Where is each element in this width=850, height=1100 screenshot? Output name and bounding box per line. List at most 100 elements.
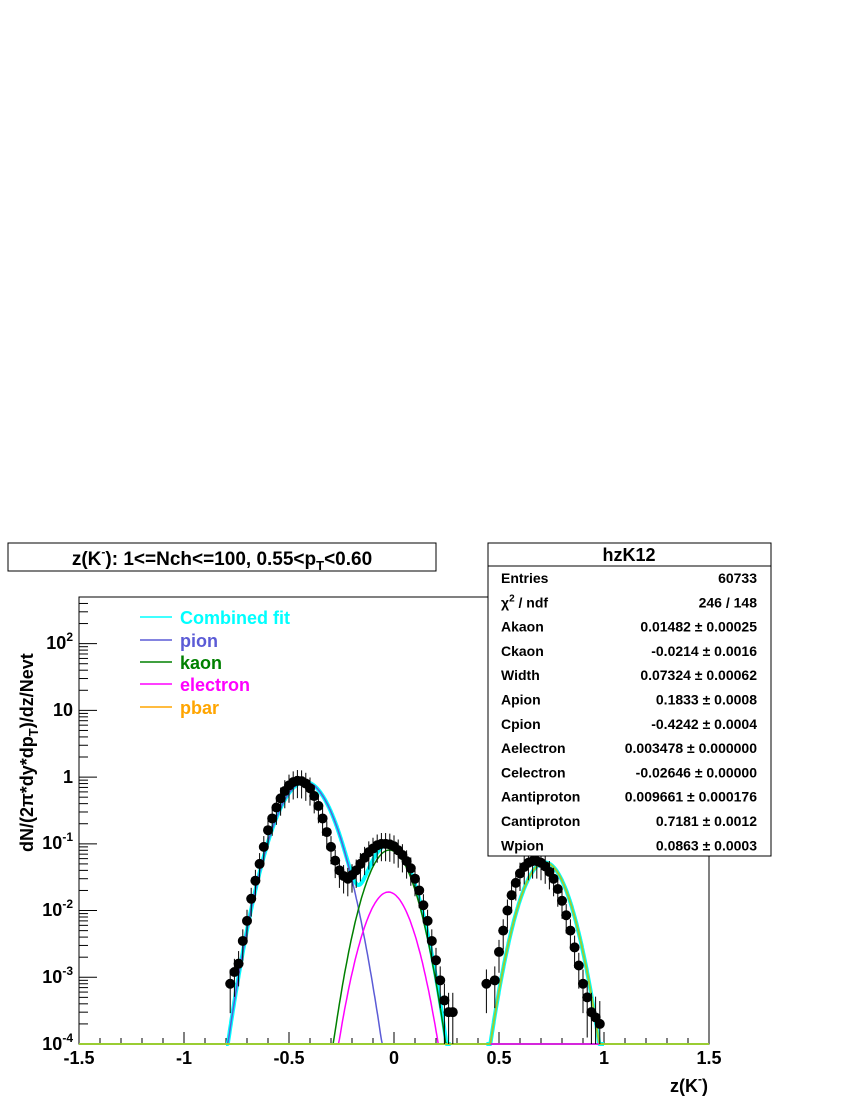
data-point	[305, 783, 315, 794]
stats-value: -0.0214 ± 0.0016	[651, 643, 757, 659]
data-point	[502, 905, 513, 916]
data-point	[418, 900, 429, 911]
stats-key: Celectron	[501, 764, 566, 780]
data-point	[565, 925, 576, 936]
stats-value: 60733	[718, 570, 757, 586]
data-point	[561, 910, 572, 921]
combined-fit-curve	[224, 779, 453, 1046]
stats-key: Apion	[501, 692, 541, 708]
data-point	[481, 978, 492, 989]
data-point	[439, 995, 450, 1006]
legend-entry-combined-fit: Combined fit	[140, 608, 290, 628]
data-point	[414, 885, 425, 896]
pbar-curve	[79, 861, 709, 1045]
stats-key: Ckaon	[501, 643, 544, 659]
legend-label: kaon	[180, 653, 222, 673]
data-point	[548, 873, 559, 884]
data-points	[225, 770, 605, 1044]
data-point	[317, 813, 328, 824]
data-point	[250, 875, 261, 886]
data-point	[569, 942, 580, 953]
stats-value: 0.1833 ± 0.0008	[656, 692, 757, 708]
stats-key: Entries	[501, 570, 549, 586]
data-point	[267, 813, 278, 824]
data-point	[330, 855, 341, 866]
data-point	[573, 960, 584, 971]
data-point	[309, 791, 320, 802]
x-tick-label: -0.5	[273, 1048, 304, 1068]
legend-label: pion	[180, 631, 218, 651]
legend-entry-kaon: kaon	[140, 653, 222, 673]
data-point	[426, 935, 437, 946]
data-point	[594, 1018, 605, 1029]
kaon-curve	[79, 849, 709, 1045]
data-point	[326, 841, 336, 852]
data-point	[435, 975, 446, 986]
data-point	[271, 802, 282, 813]
stats-value: -0.02646 ± 0.00000	[636, 764, 758, 780]
y-tick-label: 10-4	[42, 1031, 73, 1054]
legend: Combined fit pion kaon electron pbar	[140, 608, 290, 718]
legend-entry-pbar: pbar	[140, 698, 219, 718]
stats-title: hzK12	[602, 545, 655, 565]
data-point	[498, 925, 509, 936]
data-point	[225, 978, 236, 989]
data-point	[410, 873, 420, 884]
data-point	[246, 893, 257, 904]
stats-value: -0.4242 ± 0.0004	[651, 716, 757, 732]
stats-box: hzK12 Entries 60733 χ2 / ndf 246 / 148 Akaon…	[487, 542, 772, 857]
data-point	[258, 841, 269, 852]
x-tick-label: -1.5	[63, 1048, 94, 1068]
data-point	[233, 958, 244, 969]
stats-key: Cantiproton	[501, 813, 580, 829]
x-axis-title: z(K-)	[670, 1072, 708, 1096]
data-point	[422, 915, 433, 926]
stats-value: 0.01482 ± 0.00025	[640, 619, 757, 635]
legend-label: Combined fit	[180, 608, 290, 628]
x-tick-label: 1.5	[696, 1048, 721, 1068]
y-tick-label: 10-2	[42, 897, 73, 920]
data-point	[263, 825, 273, 836]
combined-fit-curve	[484, 860, 606, 1046]
x-tick-labels: -1.5 -1 -0.5 0 0.5 1 1.5	[63, 1048, 721, 1068]
stats-key: Akaon	[501, 619, 544, 635]
x-tick-label: -1	[176, 1048, 192, 1068]
stats-value: 0.0863 ± 0.0003	[656, 837, 757, 853]
chart-title: z(K-): 1<=Nch<=100, 0.55<pT<0.60	[72, 545, 372, 573]
legend-label: electron	[180, 675, 250, 695]
data-point	[557, 895, 567, 906]
stats-key: Aantiproton	[501, 789, 580, 805]
data-point	[237, 935, 248, 946]
x-tick-label: 1	[599, 1048, 609, 1068]
stats-value: 0.009661 ± 0.000176	[625, 789, 757, 805]
legend-entry-electron: electron	[140, 675, 250, 695]
x-tick-label: 0.5	[486, 1048, 511, 1068]
data-point	[489, 975, 500, 986]
y-tick-label: 102	[46, 630, 73, 653]
y-tick-label: 10-1	[42, 830, 73, 853]
chart-title-box: z(K-): 1<=Nch<=100, 0.55<pT<0.60	[7, 542, 437, 573]
data-point	[582, 992, 593, 1003]
legend-entry-pion: pion	[140, 631, 218, 651]
y-tick-label: 10-3	[42, 964, 73, 987]
data-point	[506, 890, 517, 901]
stats-key: χ2 / ndf	[501, 593, 548, 610]
legend-label: pbar	[180, 698, 219, 718]
y-tick-label: 1	[63, 767, 73, 787]
data-point	[275, 793, 286, 804]
data-point	[552, 884, 563, 895]
stats-key: Aelectron	[501, 740, 566, 756]
y-tick-labels: 10-4 10-3 10-2 10-1 1 10 102	[42, 630, 73, 1054]
stats-value: 0.003478 ± 0.000000	[625, 740, 757, 756]
data-point	[405, 863, 416, 874]
x-tick-label: 0	[389, 1048, 399, 1068]
stats-key: Width	[501, 667, 540, 683]
data-point	[510, 877, 521, 888]
stats-value: 0.7181 ± 0.0012	[656, 813, 757, 829]
electron-curve	[79, 891, 709, 1045]
stats-value: 0.07324 ± 0.00062	[640, 667, 757, 683]
stats-key: Wpion	[501, 837, 544, 853]
data-point	[242, 915, 252, 926]
stats-rows: Entries 60733 χ2 / ndf 246 / 148 Akaon 0.0148…	[501, 570, 757, 853]
